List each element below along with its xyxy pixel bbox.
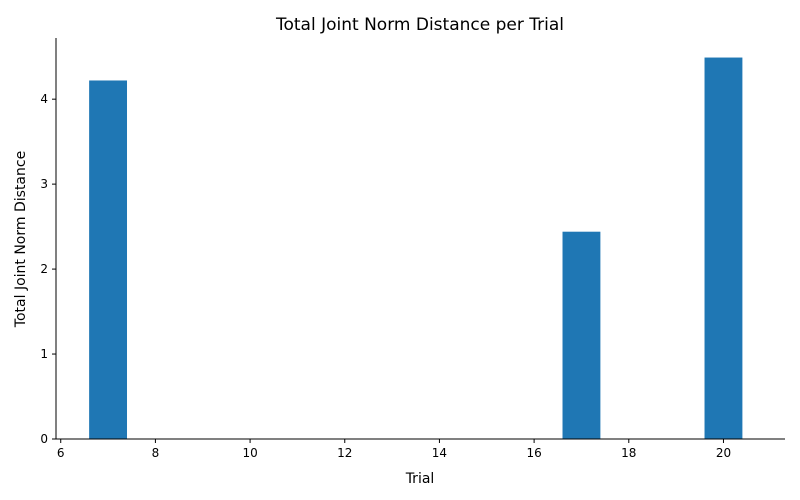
bars-group — [89, 57, 743, 439]
y-tick-label: 4 — [40, 92, 48, 106]
bar-trial-7 — [89, 80, 128, 439]
chart-title: Total Joint Norm Distance per Trial — [275, 15, 564, 35]
y-tick-label: 1 — [40, 347, 48, 361]
bar-trial-17 — [562, 231, 601, 439]
x-tick-label: 16 — [526, 446, 541, 460]
y-tick-label: 0 — [40, 432, 48, 446]
bar-trial-20 — [704, 57, 743, 439]
x-tick-label: 8 — [152, 446, 160, 460]
x-tick-label: 12 — [337, 446, 352, 460]
x-tick-label: 20 — [716, 446, 731, 460]
x-tick-label: 10 — [242, 446, 257, 460]
y-axis-label: Total Joint Norm Distance — [13, 151, 29, 328]
x-tick-label: 14 — [432, 446, 447, 460]
x-tick-label: 6 — [57, 446, 65, 460]
x-tick-label: 18 — [621, 446, 636, 460]
x-axis-ticks: 6 8 10 12 14 16 18 20 — [57, 439, 731, 460]
y-axis-ticks: 0 1 2 3 4 — [40, 92, 56, 446]
x-axis-label: Trial — [405, 471, 435, 487]
y-tick-label: 2 — [40, 262, 48, 276]
y-tick-label: 3 — [40, 177, 48, 191]
